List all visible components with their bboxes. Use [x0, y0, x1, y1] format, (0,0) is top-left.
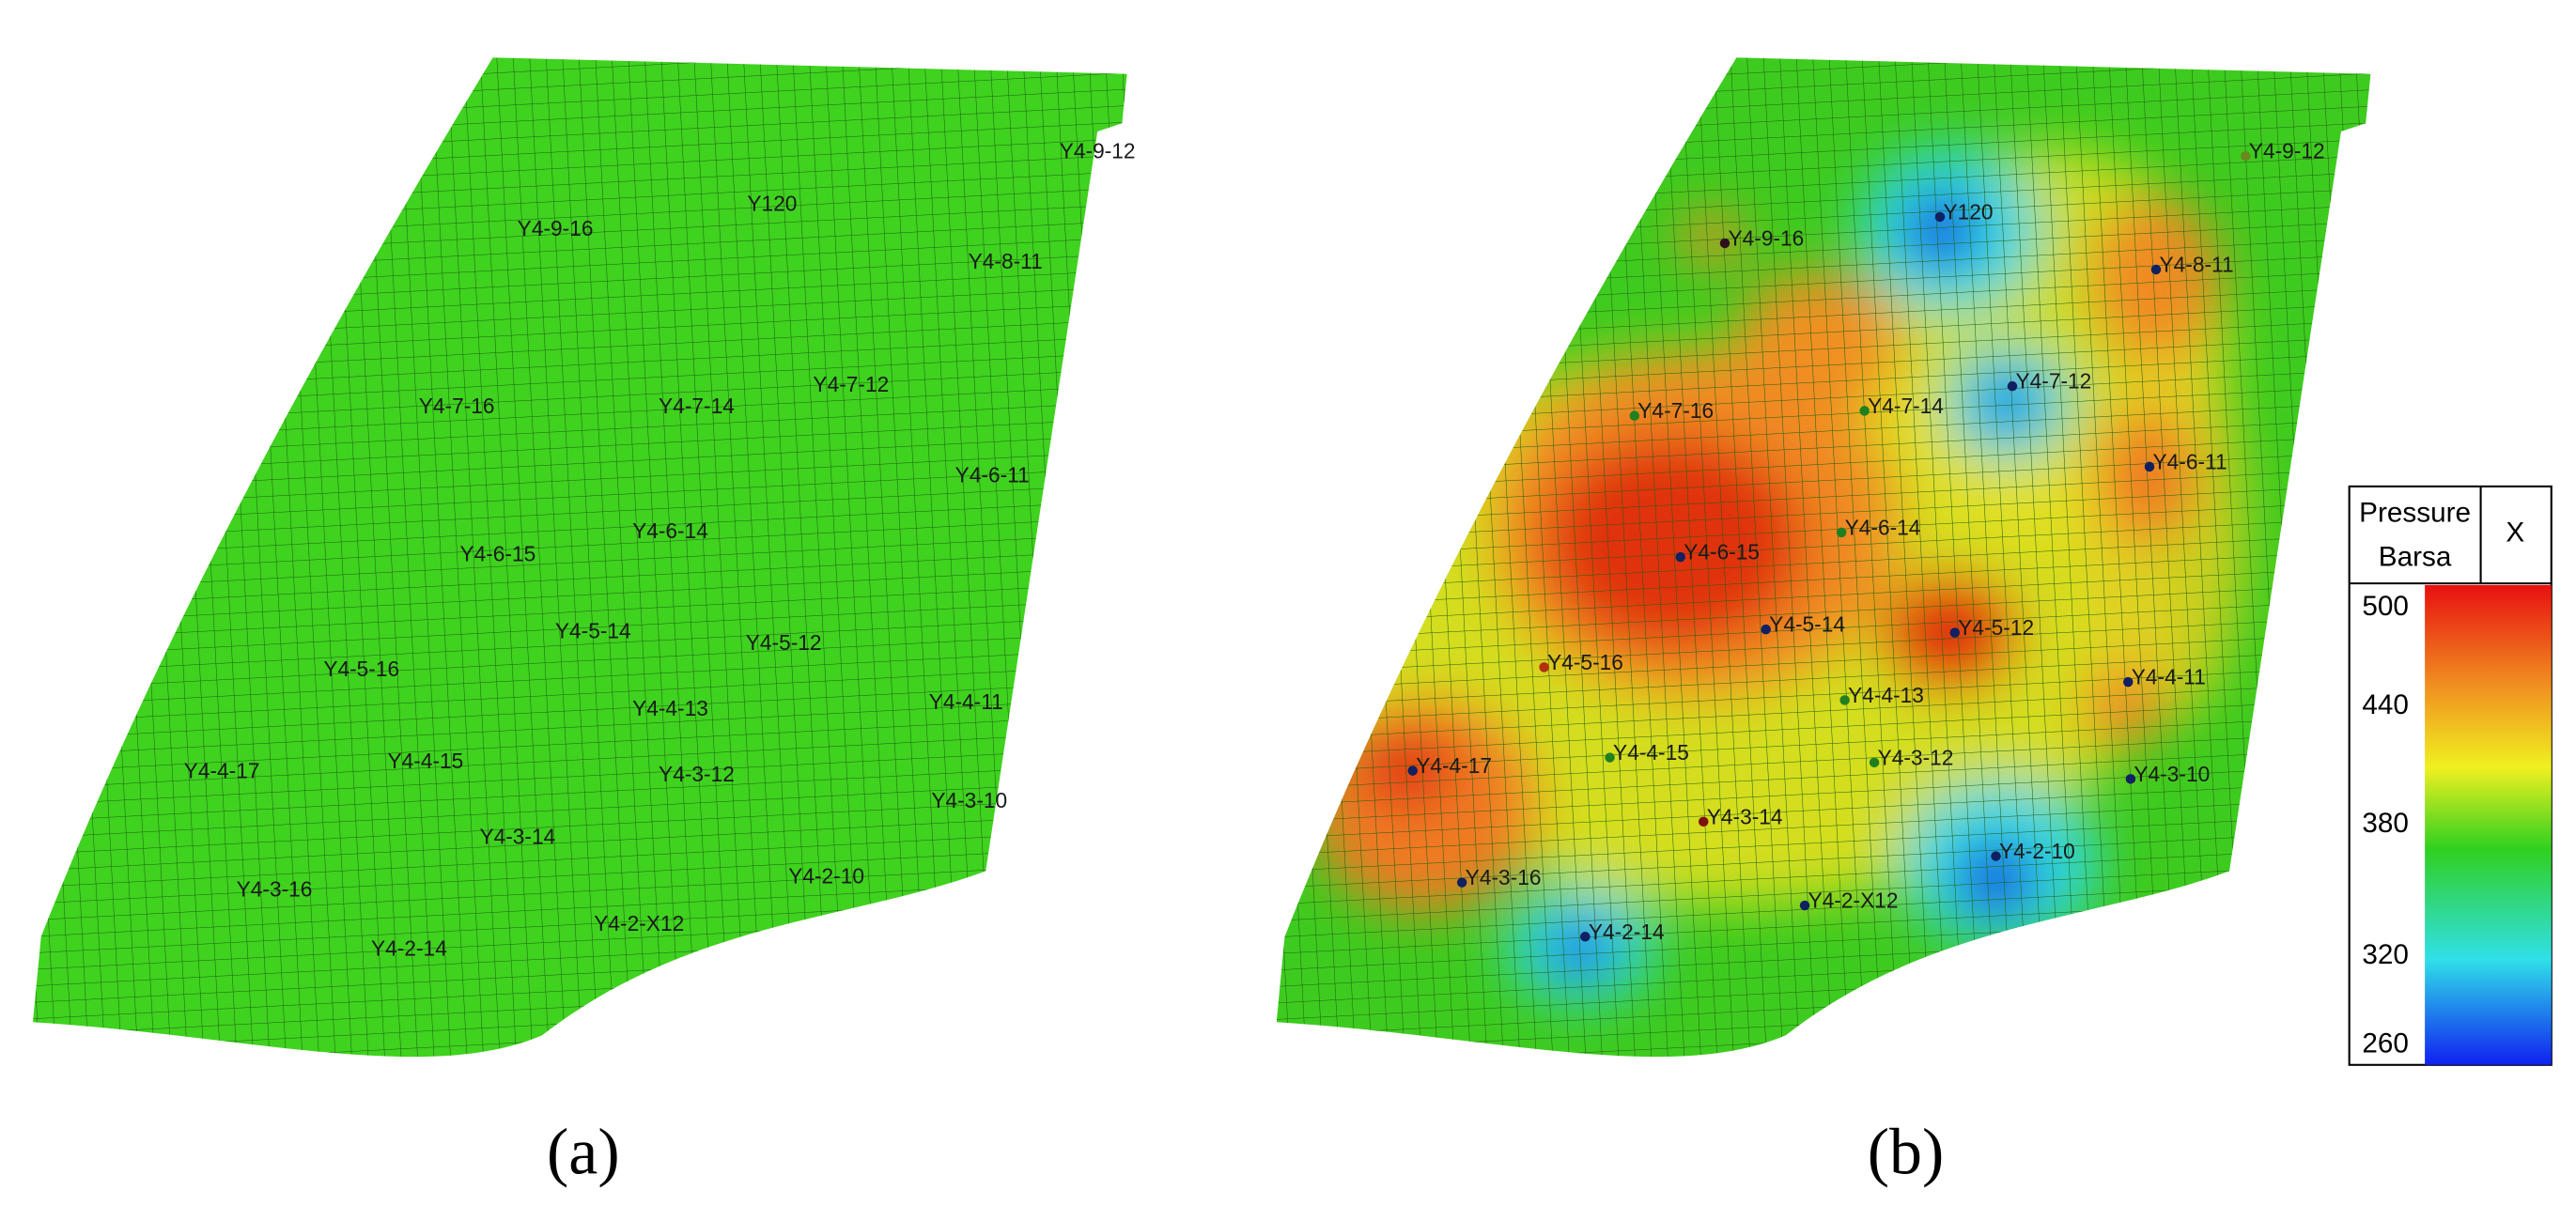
- legend-title: Pressure: [2359, 497, 2471, 528]
- well-label: Y4-3-10: [931, 788, 1007, 812]
- colorbar: [2425, 584, 2552, 1065]
- well-label: Y4-2-X12: [594, 911, 684, 935]
- well-marker: [1859, 406, 1870, 416]
- colorbar-tick-label: 440: [2362, 689, 2409, 720]
- well-label: Y4-7-12: [813, 372, 889, 396]
- colorbar-tick-label: 500: [2362, 591, 2409, 622]
- well-label: Y4-3-14: [1707, 804, 1783, 828]
- well-label: Y4-9-12: [1060, 139, 1136, 163]
- well-marker: [1799, 900, 1810, 911]
- well-label: Y4-3-12: [1878, 745, 1954, 769]
- well-label: Y4-9-16: [1728, 225, 1804, 250]
- well-label: Y4-2-10: [1999, 839, 2075, 863]
- close-button[interactable]: X: [2506, 517, 2524, 548]
- well-label: Y4-7-12: [2016, 369, 2092, 394]
- well-label: Y4-5-12: [746, 630, 822, 655]
- legend: Pressure Barsa X: [2348, 485, 2553, 1066]
- well-label: Y4-2-10: [788, 863, 864, 888]
- well-marker: [2007, 380, 2018, 392]
- well-label: Y4-7-16: [1637, 398, 1714, 423]
- well-label: Y4-5-12: [1958, 615, 2034, 640]
- well-label: Y4-5-14: [555, 619, 631, 643]
- well-label: Y4-9-16: [518, 216, 594, 240]
- colorbar-tick-label: 380: [2362, 808, 2409, 839]
- well-marker: [2241, 150, 2251, 162]
- well-label: Y4-3-16: [237, 876, 313, 901]
- well-label: Y4-6-11: [2152, 449, 2227, 473]
- well-marker: [1934, 211, 1946, 223]
- well-label: Y4-6-14: [632, 518, 708, 543]
- well-label: Y4-4-15: [1613, 740, 1689, 765]
- caption: (b): [1868, 1117, 1945, 1189]
- well-label: Y4-4-15: [388, 749, 464, 773]
- well-label: Y4-5-16: [323, 657, 399, 681]
- well-label: Y4-8-11: [2159, 252, 2233, 276]
- well-marker: [1836, 527, 1847, 538]
- well-label: Y4-3-14: [479, 824, 555, 848]
- well-label: Y4-4-11: [929, 689, 1003, 714]
- panel-a: [32, 57, 1127, 1058]
- well-label: Y4-8-11: [969, 249, 1043, 273]
- well-label: Y4-4-11: [2132, 665, 2206, 689]
- well-marker: [1991, 851, 2001, 861]
- caption: (a): [547, 1117, 620, 1189]
- well-label: Y4-3-10: [2134, 762, 2210, 786]
- well-marker: [1719, 238, 1730, 249]
- well-label: Y4-6-11: [955, 462, 1030, 487]
- well-marker: [2123, 676, 2134, 688]
- well-marker: [1949, 627, 1961, 638]
- well-label: Y4-4-17: [1416, 753, 1492, 778]
- well-marker: [1605, 752, 1615, 763]
- legend-unit: Barsa: [2379, 542, 2452, 573]
- well-marker: [1580, 932, 1591, 942]
- well-label: Y4-4-13: [1848, 683, 1924, 707]
- well-label: Y4-2-14: [371, 935, 447, 960]
- well-label: Y120: [747, 192, 797, 216]
- well-marker: [2144, 461, 2155, 472]
- well-label: Y4-7-14: [1868, 394, 1944, 418]
- well-marker: [1698, 816, 1709, 827]
- well-marker: [1675, 551, 1686, 563]
- well-marker: [1407, 765, 1418, 776]
- well-label: Y4-6-15: [1684, 540, 1760, 564]
- well-label: Y4-6-14: [1845, 515, 1921, 539]
- well-label: Y4-2-14: [1589, 920, 1665, 944]
- well-marker: [2125, 774, 2136, 784]
- well-label: Y4-7-14: [659, 394, 735, 418]
- well-marker: [2150, 264, 2162, 275]
- well-marker: [1629, 410, 1640, 421]
- well-label: Y120: [1943, 199, 1993, 224]
- well-label: Y4-5-14: [1769, 612, 1845, 637]
- colorbar-tick-label: 260: [2362, 1028, 2409, 1059]
- well-marker: [1761, 624, 1771, 635]
- well-label: Y4-2-X12: [1808, 889, 1899, 913]
- colorbar-tick-label: 320: [2362, 939, 2409, 970]
- well-label: Y4-3-12: [659, 762, 735, 786]
- well-label: Y4-4-17: [184, 758, 260, 782]
- well-label: Y4-4-13: [632, 696, 708, 720]
- well-label: Y4-5-16: [1547, 650, 1623, 674]
- well-label: Y4-9-12: [2249, 139, 2325, 163]
- well-marker: [1456, 877, 1467, 888]
- well-marker: [1539, 662, 1549, 672]
- well-marker: [1869, 757, 1880, 768]
- well-label: Y4-6-15: [459, 541, 535, 565]
- well-label: Y4-7-16: [419, 394, 495, 418]
- well-label: Y4-3-16: [1466, 865, 1542, 889]
- panel-b: [1276, 57, 2371, 1058]
- well-marker: [1839, 695, 1850, 705]
